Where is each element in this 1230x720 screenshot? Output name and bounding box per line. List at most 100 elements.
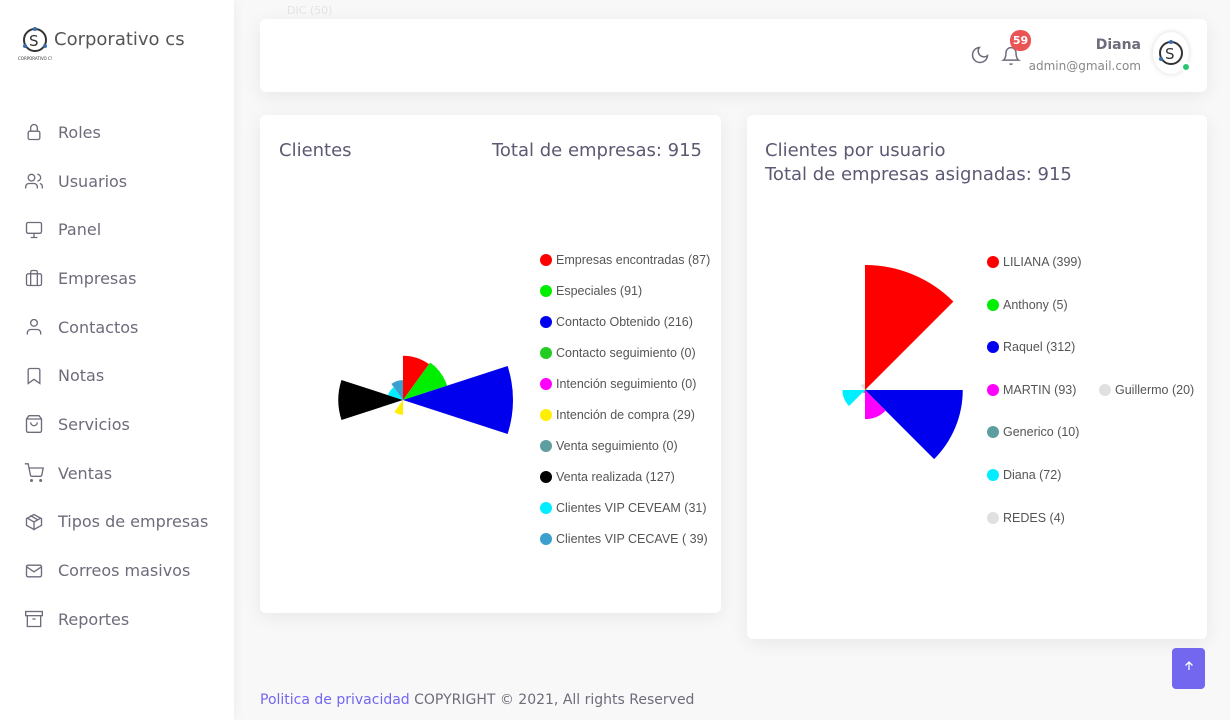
sidebar-item-correos-masivos[interactable]: Correos masivos [0, 546, 234, 595]
sidebar-item-reportes[interactable]: Reportes [0, 595, 234, 644]
legend-item[interactable]: LILIANA (399) [987, 255, 1082, 269]
legend-color-dot [987, 383, 999, 396]
sidebar-item-label: Notas [58, 366, 105, 386]
sidebar-item-label: Reportes [58, 609, 130, 629]
legend-color-dot [987, 256, 999, 268]
legend-label: MARTIN (93) [1003, 382, 1077, 397]
sidebar-item-notas[interactable]: Notas [0, 351, 234, 400]
sidebar-item-label: Ventas [58, 463, 113, 483]
monitor-icon [25, 221, 43, 238]
legend-label: Guillermo (20) [1115, 382, 1195, 397]
legend-color-dot [1099, 383, 1111, 396]
sidebar-item-label: Empresas [58, 268, 137, 288]
legend-item[interactable]: Anthony (5) [987, 298, 1068, 312]
user-name[interactable]: Diana [1095, 37, 1141, 53]
total-empresas-asignadas: Total de empresas asignadas: 915 [765, 164, 1072, 185]
sidebar-item-roles[interactable]: Roles [0, 108, 234, 157]
legend-color-dot [987, 511, 999, 524]
legend-color-dot [540, 471, 552, 483]
mail-icon [25, 564, 43, 578]
lock-icon [27, 124, 41, 141]
sidebar: S CORPORATIVO CS Corporativo cs Roles Usu… [0, 0, 234, 720]
legend-item[interactable]: Diana (72) [987, 468, 1061, 482]
legend-item[interactable]: Guillermo (20) [1099, 383, 1194, 397]
top-navbar: 59 Diana admin@gmail.com S [260, 19, 1207, 92]
legend-item[interactable]: Intención de compra (29) [540, 408, 695, 422]
legend-color-dot [540, 316, 552, 328]
legend-color-dot [540, 378, 552, 390]
background-text: DIC (50) [287, 4, 333, 17]
polar-segment[interactable] [862, 390, 865, 394]
legend-item[interactable]: Clientes VIP CEVEAM (31) [540, 501, 707, 515]
sidebar-item-servicios[interactable]: Servicios [0, 400, 234, 449]
legend-label: Generico (10) [1003, 425, 1080, 440]
legend-item[interactable]: Contacto Obtenido (216) [540, 315, 693, 329]
polar-segment[interactable] [403, 366, 513, 434]
legend-item[interactable]: Raquel (312) [987, 340, 1075, 354]
polar-segment[interactable] [403, 355, 430, 400]
legend-color-dot [987, 341, 999, 354]
legend-label: Empresas encontradas (87) [556, 253, 711, 267]
legend-item[interactable]: Clientes VIP CECAVE ( 39) [540, 532, 708, 546]
sidebar-item-label: Usuarios [58, 171, 128, 191]
svg-text:S: S [1165, 45, 1175, 63]
legend-color-dot [987, 426, 999, 439]
legend-item[interactable]: Especiales (91) [540, 284, 642, 298]
legend-label: Clientes VIP CECAVE ( 39) [556, 532, 708, 546]
polar-segment[interactable] [860, 383, 865, 390]
polar-segment[interactable] [865, 390, 886, 420]
legend-color-dot [987, 298, 999, 311]
polar-segment[interactable] [391, 380, 403, 400]
bell-icon[interactable] [1001, 45, 1021, 67]
sidebar-item-ventas[interactable]: Ventas [0, 449, 234, 498]
legend-label: Intención seguimiento (0) [556, 377, 697, 391]
sidebar-item-usuarios[interactable]: Usuarios [0, 157, 234, 206]
legend-label: Venta seguimiento (0) [556, 439, 678, 453]
legend-color-dot [540, 440, 552, 452]
card-title: Clientes [279, 140, 352, 161]
package-icon [25, 513, 43, 531]
user-email: admin@gmail.com [1028, 59, 1141, 73]
legend-item[interactable]: REDES (4) [987, 511, 1065, 525]
legend-item[interactable]: MARTIN (93) [987, 383, 1076, 397]
polar-segment[interactable] [863, 389, 865, 390]
legend-color-dot [540, 347, 552, 359]
legend-item[interactable]: Intención seguimiento (0) [540, 377, 696, 391]
legend-label: Clientes VIP CEVEAM (31) [556, 501, 707, 515]
legend-item[interactable]: Contacto seguimiento (0) [540, 346, 696, 360]
polar-segment[interactable] [865, 390, 963, 460]
polar-segment[interactable] [387, 387, 403, 400]
sidebar-item-panel[interactable]: Panel [0, 205, 234, 254]
legend-item[interactable]: Generico (10) [987, 425, 1079, 439]
sidebar-item-empresas[interactable]: Empresas [0, 254, 234, 303]
online-status-dot [1181, 62, 1191, 72]
svg-text:S: S [29, 32, 39, 50]
sidebar-item-contactos[interactable]: Contactos [0, 303, 234, 352]
polar-segment[interactable] [842, 390, 865, 406]
sidebar-item-tipos-de-empresas[interactable]: Tipos de empresas [0, 498, 234, 547]
sidebar-item-label: Tipos de empresas [58, 512, 209, 532]
polar-segment[interactable] [394, 400, 403, 415]
legend-label: Contacto Obtenido (216) [556, 315, 693, 329]
legend-item[interactable]: Venta seguimiento (0) [540, 439, 678, 453]
card-title: Clientes por usuario [765, 140, 946, 161]
user-icon [26, 318, 42, 335]
sidebar-item-label: Correos masivos [58, 561, 191, 581]
brand[interactable]: S CORPORATIVO CS Corporativo cs [18, 24, 185, 62]
legend-color-dot [540, 285, 552, 297]
legend-color-dot [540, 502, 552, 514]
polar-segment[interactable] [865, 388, 867, 390]
clientes-por-usuario-polar-chart [842, 265, 963, 460]
legend-item[interactable]: Empresas encontradas (87) [540, 253, 710, 267]
scroll-to-top-button[interactable] [1172, 648, 1205, 689]
moon-icon[interactable] [970, 45, 990, 65]
polar-segment[interactable] [338, 380, 403, 420]
avatar[interactable]: S [1153, 32, 1191, 74]
legend-item[interactable]: Venta realizada (127) [540, 470, 675, 484]
privacy-policy-link[interactable]: Politica de privacidad [260, 692, 410, 708]
polar-segment[interactable] [403, 362, 448, 400]
clientes-por-usuario-card: Clientes por usuario Total de empresas a… [747, 115, 1207, 639]
legend-color-dot [540, 254, 552, 266]
polar-segment[interactable] [865, 265, 954, 390]
sidebar-item-label: Contactos [58, 317, 139, 337]
